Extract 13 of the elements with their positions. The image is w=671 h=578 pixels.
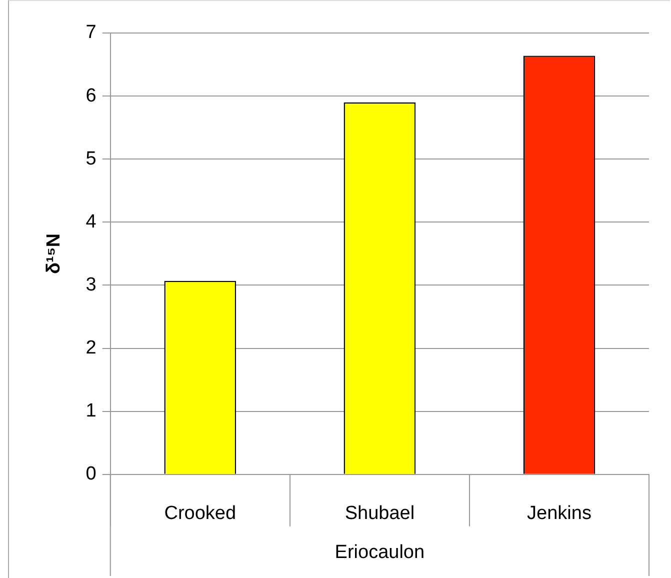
y-tick-label: 5 [86,148,96,170]
y-tick-label: 4 [86,211,97,232]
y-tick-label: 6 [86,85,96,106]
y-tick-label: 1 [86,400,96,422]
x-tick-label: Crooked [164,503,236,524]
y-tick-label: 7 [86,22,96,44]
y-tick-label: 0 [86,464,96,485]
x-axis-title: Eriocaulon [334,542,425,563]
x-tick-label: Shubael [344,503,415,524]
y-axis-title: δ¹⁵N [44,233,65,274]
x-tick-label: Jenkins [527,503,592,524]
y-tick-label: 3 [86,274,96,296]
y-tick-label: 2 [86,338,96,359]
